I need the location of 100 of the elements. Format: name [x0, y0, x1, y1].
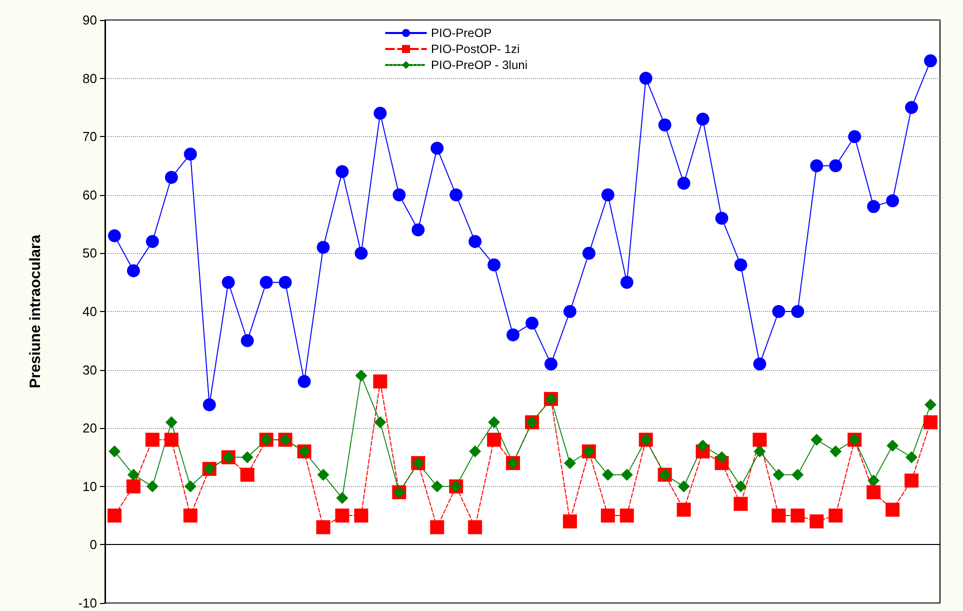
point: [905, 100, 918, 114]
point: [316, 240, 330, 254]
point: [260, 276, 273, 289]
point: [810, 159, 824, 172]
point: [374, 106, 387, 120]
point: [678, 480, 690, 492]
point: [335, 508, 350, 523]
y-axis-title: Presiune intraoculara: [27, 234, 44, 388]
point: [734, 496, 748, 511]
point: [278, 276, 292, 289]
point: [469, 445, 482, 458]
point: [184, 480, 196, 492]
point: [108, 229, 121, 242]
y-tick-label: 20: [82, 420, 97, 436]
point: [241, 451, 254, 464]
point: [468, 520, 482, 534]
point: [924, 54, 938, 68]
point: [696, 112, 710, 126]
point: [430, 520, 444, 534]
point: [488, 416, 500, 428]
point: [734, 258, 748, 272]
point: [868, 474, 880, 487]
point: [468, 235, 482, 248]
point: [620, 276, 634, 289]
y-tick-label: 90: [82, 12, 97, 28]
point: [866, 485, 881, 500]
point: [602, 468, 614, 481]
legend-label: PIO-PreOP: [431, 26, 492, 40]
y-tick-label: 30: [82, 362, 97, 378]
point: [165, 416, 178, 428]
point: [830, 445, 842, 458]
point: [810, 434, 823, 446]
point: [754, 445, 766, 458]
point: [829, 159, 842, 172]
point: [222, 276, 235, 289]
point: [676, 502, 691, 517]
point: [886, 502, 900, 517]
point: [658, 118, 672, 132]
point: [107, 508, 122, 523]
point: [620, 508, 634, 523]
point: [734, 480, 747, 492]
point: [450, 188, 463, 202]
point: [126, 479, 140, 494]
point: [126, 264, 140, 278]
point: [317, 468, 330, 481]
point: [639, 72, 652, 85]
point: [772, 468, 785, 481]
point: [828, 508, 843, 523]
point: [487, 432, 502, 447]
point: [506, 328, 520, 342]
point: [564, 457, 576, 470]
point: [146, 480, 158, 492]
point: [582, 246, 596, 260]
point: [355, 370, 368, 382]
point: [886, 440, 899, 452]
point: [127, 468, 140, 481]
point: [145, 432, 160, 447]
point: [886, 194, 900, 208]
point: [924, 398, 937, 411]
point: [526, 316, 538, 330]
point: [431, 480, 444, 492]
point: [544, 357, 558, 370]
legend-label: PIO-PreOP - 3luni: [431, 58, 528, 72]
point: [791, 305, 804, 318]
point: [752, 432, 767, 447]
point: [810, 514, 824, 528]
y-tick-label: 0: [90, 537, 97, 552]
point: [202, 398, 216, 412]
point: [716, 451, 728, 464]
point: [412, 223, 425, 236]
legend-label: PIO-PostOP- 1zi: [431, 42, 520, 56]
point: [354, 508, 368, 523]
point: [772, 305, 786, 318]
point: [620, 468, 633, 481]
point: [184, 148, 197, 161]
point: [867, 200, 880, 214]
point: [904, 474, 919, 488]
point: [430, 142, 444, 155]
point: [336, 492, 348, 504]
y-tick-label: 10: [82, 478, 97, 494]
point: [240, 468, 254, 482]
point: [108, 445, 120, 458]
point: [374, 416, 386, 428]
point: [298, 374, 311, 388]
point: [240, 334, 254, 348]
point: [848, 130, 862, 144]
point: [316, 520, 330, 534]
point: [164, 432, 178, 447]
point: [183, 508, 198, 523]
point: [792, 468, 804, 481]
y-tick-label: -10: [78, 596, 97, 610]
point: [772, 508, 786, 523]
point: [906, 451, 918, 464]
y-tick-label: 70: [82, 129, 97, 144]
y-tick-label: 50: [82, 246, 97, 261]
y-tick-label: 80: [82, 70, 97, 86]
point: [146, 235, 159, 248]
point: [164, 170, 178, 184]
point: [600, 508, 615, 523]
point: [753, 357, 766, 370]
